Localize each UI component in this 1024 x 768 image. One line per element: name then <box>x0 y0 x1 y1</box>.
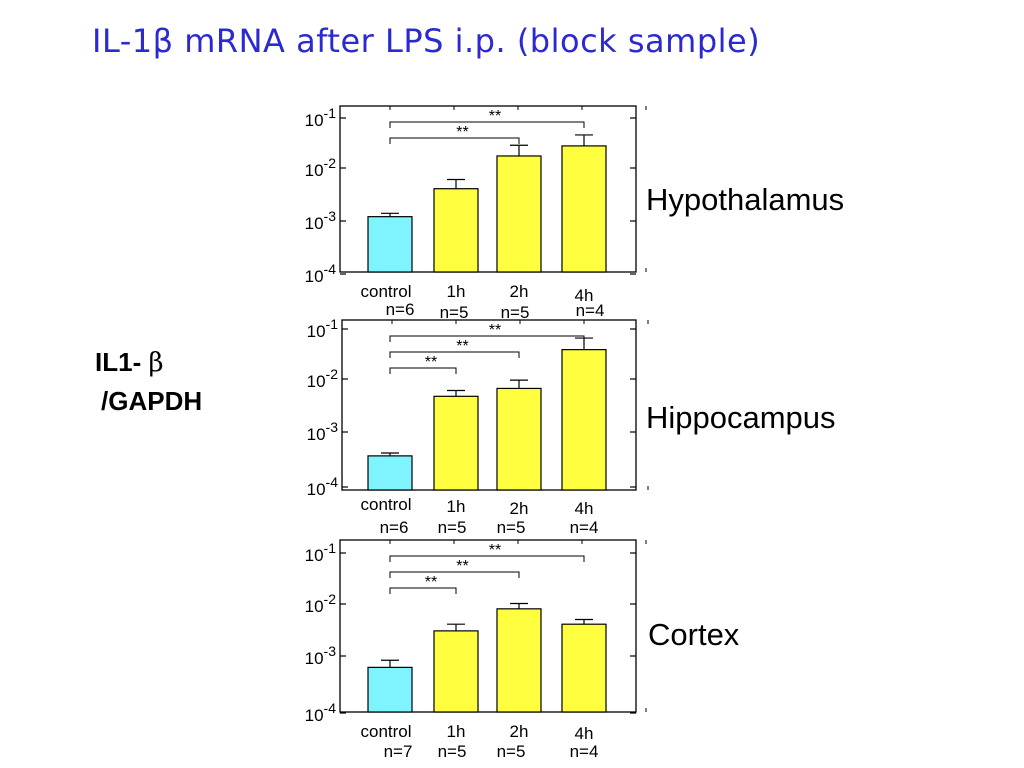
y-tick-label: 10-3 <box>305 643 337 668</box>
chart-panel-2: 10-110-210-310-4******controln=61hn=52hn… <box>307 316 836 537</box>
category-label: 1h <box>447 497 466 516</box>
significance-label: ** <box>489 108 501 125</box>
y-tick-label: 10-2 <box>307 366 339 391</box>
significance-bracket <box>389 555 585 562</box>
bar-control <box>367 455 413 491</box>
n-label: n=5 <box>497 518 526 537</box>
bar-1h <box>433 188 479 273</box>
bar-2h <box>496 608 542 713</box>
category-label: 1h <box>447 282 466 301</box>
y-tick-label: 10-4 <box>305 261 337 286</box>
category-label: 1h <box>447 722 466 741</box>
bar-control <box>367 216 413 273</box>
chart-panel-3: 10-110-210-310-4******controln=71hn=52hn… <box>305 539 740 761</box>
category-label: 4h <box>575 286 594 305</box>
y-tick-label: 10-4 <box>307 474 339 499</box>
significance-label: ** <box>456 338 468 355</box>
chart-title: Hippocampus <box>646 400 836 435</box>
bar-2h <box>496 387 542 491</box>
plot-frame <box>339 539 637 713</box>
n-label: n=5 <box>440 303 469 322</box>
y-tick-label: 10-2 <box>305 155 337 180</box>
significance-bracket <box>389 367 457 374</box>
bar-4h <box>561 623 607 713</box>
n-label: n=5 <box>497 742 526 761</box>
category-label: 2h <box>510 499 529 518</box>
significance-bracket <box>389 587 457 594</box>
y-tick-label: 10-3 <box>307 419 339 444</box>
y-axis-label-line2: /GAPDH <box>101 386 203 416</box>
plot-frame <box>339 105 637 273</box>
page-title: IL-1β mRNA after LPS i.p. (block sample) <box>92 22 761 60</box>
category-label: control <box>360 495 411 514</box>
significance-label: ** <box>425 354 437 371</box>
significance-label: ** <box>489 322 501 339</box>
chart-title: Hypothalamus <box>646 182 844 217</box>
significance-label: ** <box>489 542 501 559</box>
category-label: control <box>360 282 411 301</box>
bar-4h <box>561 349 607 491</box>
plot-frame <box>341 319 637 491</box>
n-label: n=5 <box>501 303 530 322</box>
y-axis-label-line1: IL1- <box>95 347 149 377</box>
bar-1h <box>433 630 479 713</box>
significance-label: ** <box>456 558 468 575</box>
significance-bracket <box>389 351 520 358</box>
category-label: control <box>360 722 411 741</box>
n-label: n=7 <box>384 742 413 761</box>
y-tick-label: 10-4 <box>305 700 337 725</box>
n-label: n=5 <box>438 518 467 537</box>
y-tick-label: 10-1 <box>305 105 337 130</box>
y-tick-label: 10-2 <box>305 591 337 616</box>
n-label: n=4 <box>570 518 599 537</box>
category-label: 4h <box>575 724 594 743</box>
significance-bracket <box>389 571 520 578</box>
significance-bracket <box>389 335 585 342</box>
y-axis-label: IL1- β /GAPDH <box>95 343 202 420</box>
bar-1h <box>433 395 479 491</box>
category-label: 2h <box>510 722 529 741</box>
chart-title: Cortex <box>648 617 740 652</box>
bar-4h <box>561 145 607 273</box>
y-axis-label-beta: β <box>148 348 164 378</box>
n-label: n=5 <box>438 742 467 761</box>
y-tick-label: 10-1 <box>307 316 339 341</box>
significance-label: ** <box>425 574 437 591</box>
category-label: 4h <box>575 499 594 518</box>
n-label: n=4 <box>570 742 599 761</box>
category-label: 2h <box>510 282 529 301</box>
n-label: n=6 <box>386 300 415 319</box>
n-label: n=6 <box>380 518 409 537</box>
significance-label: ** <box>456 124 468 141</box>
n-label: n=4 <box>576 301 605 320</box>
bar-2h <box>496 155 542 273</box>
significance-bracket <box>389 121 585 128</box>
y-tick-label: 10-3 <box>305 208 337 233</box>
significance-bracket <box>389 137 520 144</box>
bar-control <box>367 666 413 713</box>
y-tick-label: 10-1 <box>305 540 337 565</box>
